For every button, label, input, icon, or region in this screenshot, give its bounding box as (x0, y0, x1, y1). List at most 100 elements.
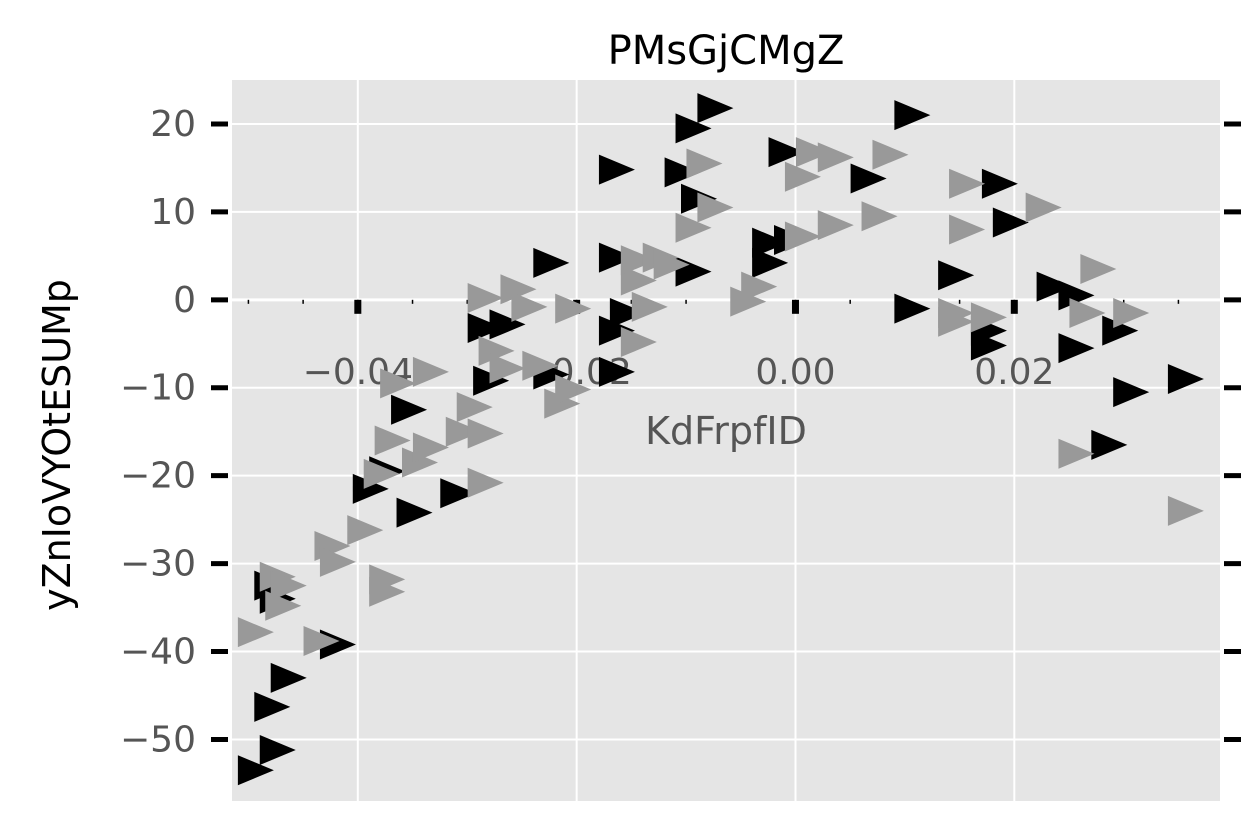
data-point (675, 212, 712, 243)
data-point (598, 315, 635, 346)
data-point (741, 271, 778, 302)
data-point (363, 458, 400, 489)
data-point (374, 425, 411, 456)
data-point (620, 327, 657, 358)
data-point (478, 335, 515, 366)
data-point (992, 207, 1029, 238)
data-point (544, 388, 581, 419)
data-point (265, 590, 302, 621)
data-point (620, 265, 657, 296)
y-tick-label: −50 (120, 719, 196, 760)
data-point (412, 432, 449, 463)
data-point (817, 210, 854, 241)
data-point (402, 447, 439, 478)
y-tick-label: 10 (150, 192, 196, 233)
data-point (555, 374, 592, 405)
data-point (850, 163, 887, 194)
data-point (631, 291, 668, 322)
data-point (784, 221, 821, 252)
data-point (396, 497, 433, 528)
y-axis-label: yZnIoVYOtESUMp (35, 279, 79, 611)
data-point (259, 735, 296, 766)
data-point (609, 298, 646, 329)
data-point (489, 309, 526, 340)
data-point (697, 192, 734, 223)
data-point (752, 247, 789, 278)
data-point (1167, 363, 1204, 394)
data-point (598, 356, 635, 387)
data-point (1113, 377, 1150, 408)
data-point (653, 249, 690, 280)
data-point (467, 283, 504, 314)
data-point (319, 546, 356, 577)
chart-title: PMsGjCMgZ (608, 28, 845, 74)
data-point (303, 625, 340, 656)
data-point (1113, 298, 1150, 329)
data-point (697, 93, 734, 124)
data-point (1102, 315, 1139, 346)
data-point (1036, 271, 1073, 302)
data-point (467, 467, 504, 498)
data-point (456, 392, 493, 423)
data-point (938, 306, 975, 337)
data-point (872, 139, 909, 170)
data-point (440, 478, 477, 509)
x-tick-label: 0.00 (755, 352, 835, 393)
data-point (1069, 298, 1106, 329)
data-point (237, 755, 274, 786)
data-point (270, 662, 307, 693)
data-point (1025, 192, 1062, 223)
data-point (1058, 333, 1095, 364)
data-point (511, 291, 548, 322)
data-point (533, 247, 570, 278)
data-point (970, 302, 1007, 333)
y-tick-label: 0 (173, 280, 196, 321)
data-point (270, 570, 307, 601)
data-point (675, 113, 712, 144)
data-point (894, 293, 931, 324)
data-point (555, 293, 592, 324)
data-point (938, 260, 975, 291)
data-point (445, 416, 482, 447)
data-point (254, 691, 291, 722)
y-tick-label: −30 (120, 544, 196, 585)
x-axis-label: KdFrpfID (645, 409, 807, 453)
data-point (730, 286, 767, 317)
y-tick-label: −10 (120, 368, 196, 409)
x-tick-label: 0.02 (974, 352, 1054, 393)
data-point (391, 394, 428, 425)
data-point (784, 161, 821, 192)
data-point (664, 157, 701, 188)
axis-ticks (211, 121, 1241, 742)
data-point (1080, 254, 1117, 285)
data-point (861, 201, 898, 232)
data-point (1058, 438, 1095, 469)
data-point (768, 137, 805, 168)
data-point (522, 350, 559, 381)
data-point (598, 242, 635, 273)
data-point (1167, 495, 1204, 526)
y-tick-label: −40 (120, 632, 196, 673)
data-point (412, 356, 449, 387)
data-point (500, 274, 537, 305)
data-point (1058, 280, 1095, 311)
data-point (949, 214, 986, 245)
data-point (949, 168, 986, 199)
data-point (369, 576, 406, 607)
data-point (894, 100, 931, 131)
y-tick-labels: 20 10 0 −10 −20 −30 −40 −50 (120, 104, 196, 760)
data-point (981, 168, 1018, 199)
data-point (352, 473, 389, 504)
data-point (620, 245, 657, 276)
data-point (347, 515, 384, 546)
data-point (489, 353, 526, 384)
y-tick-label: 20 (150, 104, 196, 145)
y-tick-label: −20 (120, 456, 196, 497)
data-point (380, 368, 417, 399)
data-point (467, 312, 504, 343)
data-point (970, 330, 1007, 361)
data-point (237, 617, 274, 648)
data-points (237, 93, 1204, 786)
data-point (752, 227, 789, 258)
data-point (817, 142, 854, 173)
